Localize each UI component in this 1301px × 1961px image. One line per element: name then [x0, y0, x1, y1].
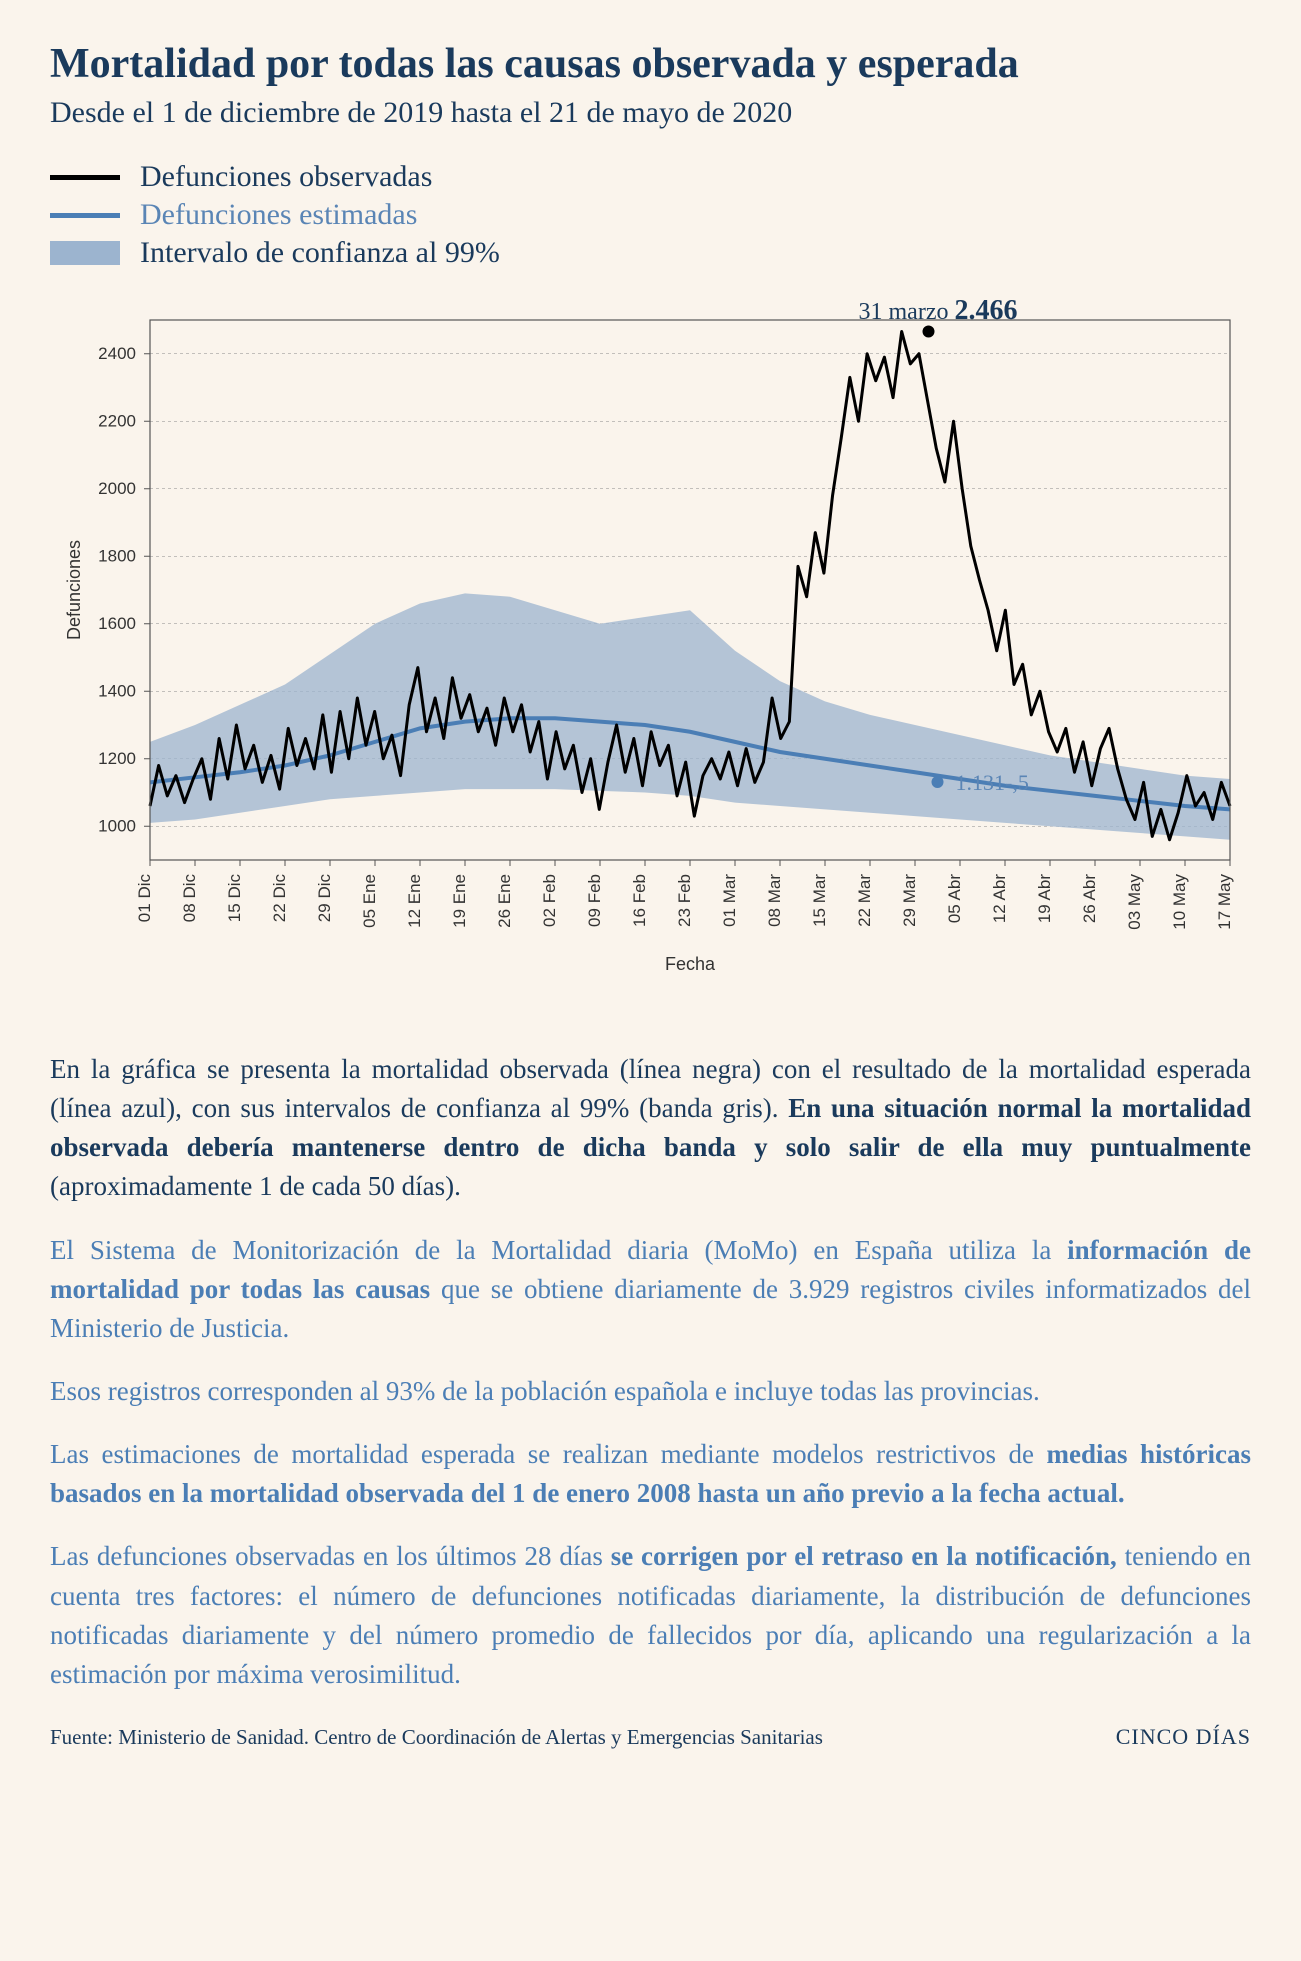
svg-text:1400: 1400 — [98, 681, 136, 700]
legend-item-ci: Intervalo de confianza al 99% — [50, 236, 1251, 270]
paragraph-1: En la gráfica se presenta la mortalidad … — [50, 1050, 1251, 1207]
paragraph-2: El Sistema de Monitorización de la Morta… — [50, 1231, 1251, 1348]
svg-text:02 Feb: 02 Feb — [540, 874, 559, 927]
paragraph-3: Esos registros corresponden al 93% de la… — [50, 1372, 1251, 1411]
footer-brand: CINCO DÍAS — [1116, 1724, 1251, 1750]
footer-source: Fuente: Ministerio de Sanidad. Centro de… — [50, 1725, 823, 1750]
legend-label: Defunciones estimadas — [140, 198, 417, 232]
page-subtitle: Desde el 1 de diciembre de 2019 hasta el… — [50, 96, 1251, 130]
page-title: Mortalidad por todas las causas observad… — [50, 40, 1251, 88]
footer: Fuente: Ministerio de Sanidad. Centro de… — [50, 1724, 1251, 1750]
svg-text:03 May: 03 May — [1125, 874, 1144, 930]
svg-text:22 Dic: 22 Dic — [270, 874, 289, 923]
svg-text:19 Ene: 19 Ene — [450, 874, 469, 928]
svg-text:10 May: 10 May — [1170, 874, 1189, 930]
svg-text:22 Mar: 22 Mar — [855, 874, 874, 927]
svg-text:1800: 1800 — [98, 546, 136, 565]
svg-text:26 Ene: 26 Ene — [495, 874, 514, 928]
svg-text:2200: 2200 — [98, 411, 136, 430]
svg-text:29 Mar: 29 Mar — [900, 874, 919, 927]
svg-text:29 Dic: 29 Dic — [315, 874, 334, 923]
legend-label: Defunciones observadas — [140, 160, 432, 194]
svg-text:05 Ene: 05 Ene — [360, 874, 379, 928]
paragraph-5: Las defunciones observadas en los último… — [50, 1537, 1251, 1694]
svg-text:01 Mar: 01 Mar — [720, 874, 739, 927]
svg-text:01 Dic: 01 Dic — [135, 874, 154, 923]
svg-text:Fecha: Fecha — [665, 954, 716, 974]
svg-text:08 Dic: 08 Dic — [180, 874, 199, 923]
svg-text:05 Abr: 05 Abr — [945, 874, 964, 923]
mid-annotation: 1.131-,5 — [956, 770, 1029, 796]
legend-item-observed: Defunciones observadas — [50, 160, 1251, 194]
svg-text:08 Mar: 08 Mar — [765, 874, 784, 927]
svg-text:09 Feb: 09 Feb — [585, 874, 604, 927]
svg-text:12 Abr: 12 Abr — [990, 874, 1009, 923]
svg-text:15 Mar: 15 Mar — [810, 874, 829, 927]
peak-annotation: 31 marzo 2.466 — [859, 295, 1018, 327]
svg-text:1200: 1200 — [98, 749, 136, 768]
legend-label: Intervalo de confianza al 99% — [140, 236, 500, 270]
legend: Defunciones observadas Defunciones estim… — [50, 160, 1251, 270]
svg-text:1600: 1600 — [98, 614, 136, 633]
svg-text:19 Abr: 19 Abr — [1035, 874, 1054, 923]
svg-text:2400: 2400 — [98, 344, 136, 363]
svg-text:26 Abr: 26 Abr — [1080, 874, 1099, 923]
svg-text:Defunciones: Defunciones — [64, 540, 84, 640]
legend-item-estimated: Defunciones estimadas — [50, 198, 1251, 232]
paragraph-4: Las estimaciones de mortalidad esperada … — [50, 1435, 1251, 1513]
svg-text:2000: 2000 — [98, 479, 136, 498]
svg-text:17 May: 17 May — [1215, 874, 1234, 930]
svg-text:1000: 1000 — [98, 816, 136, 835]
svg-text:16 Feb: 16 Feb — [630, 874, 649, 927]
svg-text:23 Feb: 23 Feb — [675, 874, 694, 927]
mortality-chart: 1000 1200 1400 1600 1800 2000 2200 2400 01 Dic 08… — [50, 290, 1250, 1010]
svg-text:12 Ene: 12 Ene — [405, 874, 424, 928]
svg-text:15 Dic: 15 Dic — [225, 874, 244, 923]
